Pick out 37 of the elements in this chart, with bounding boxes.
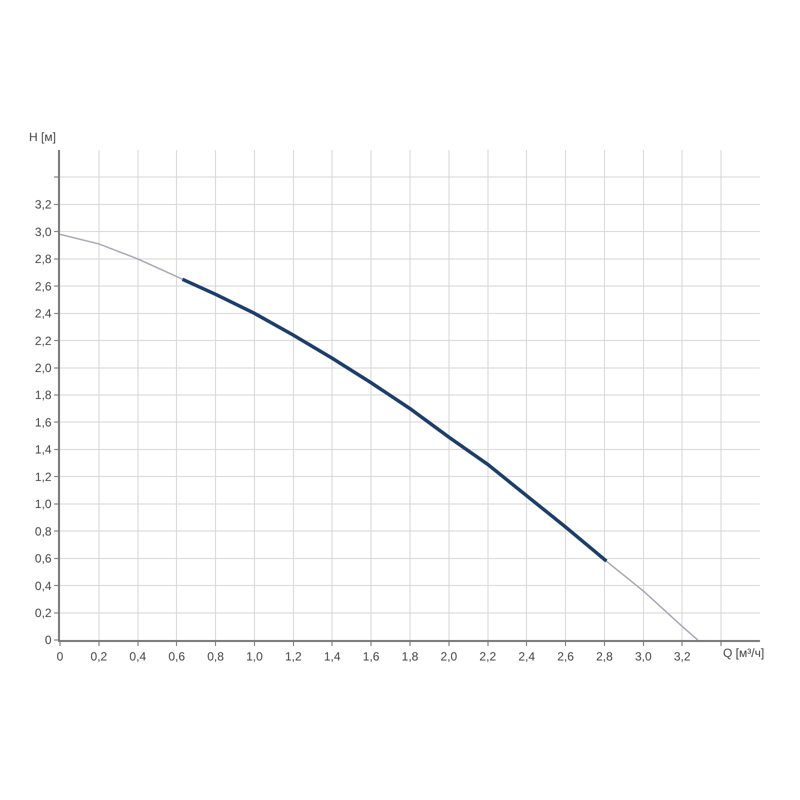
x-tick-label: 0,2 xyxy=(90,649,108,664)
y-tick-label: 2,0 xyxy=(34,360,52,375)
y-tick-label: 3,0 xyxy=(34,224,52,239)
y-tick-label: 2,2 xyxy=(34,334,52,348)
x-tick-label: 1,4 xyxy=(324,649,341,664)
x-axis-title: Q [м³/ч] xyxy=(723,646,764,660)
y-tick-label: 0,8 xyxy=(34,524,52,538)
x-tick-label: 0,8 xyxy=(207,649,224,664)
y-tick-label: 0,4 xyxy=(34,578,52,593)
y-tick-label: 0 xyxy=(44,633,52,648)
x-tick-label: 2,4 xyxy=(518,649,536,664)
line-series xyxy=(180,278,608,563)
x-tick-label: 1,8 xyxy=(402,649,419,664)
y-tick-label: 3,2 xyxy=(34,198,52,212)
x-tick-label: 1,0 xyxy=(246,649,264,664)
x-tick-label: 2,8 xyxy=(596,649,614,664)
x-tick-label: 2,6 xyxy=(557,649,574,664)
x-tick-label: 1,2 xyxy=(284,649,302,664)
y-axis-title: H [м] xyxy=(29,130,56,144)
y-tick-label: 2,6 xyxy=(34,279,52,294)
x-tick-label: 0 xyxy=(56,649,64,664)
x-tick-label: 0,4 xyxy=(129,649,146,664)
y-tick-label: 1,8 xyxy=(34,388,52,402)
y-tick-label: 0,2 xyxy=(34,606,52,620)
y-tick-label: 1,0 xyxy=(34,497,52,512)
y-tick-label: 1,2 xyxy=(34,470,52,484)
y-tick-label: 0,6 xyxy=(34,552,52,566)
x-tick-label: 3,0 xyxy=(634,649,652,664)
y-tick-label: 1,4 xyxy=(34,442,52,457)
x-tick-label: 1,6 xyxy=(362,649,380,664)
x-tick-label: 0,6 xyxy=(168,649,186,664)
y-tick-label: 2,4 xyxy=(34,306,52,321)
x-tick-label: 3,2 xyxy=(674,649,691,664)
x-tick-label: 2,0 xyxy=(440,649,458,664)
y-tick-label: 2,8 xyxy=(34,252,52,266)
y-tick-label: 1,6 xyxy=(34,415,52,430)
x-tick-label: 2,2 xyxy=(479,649,496,664)
